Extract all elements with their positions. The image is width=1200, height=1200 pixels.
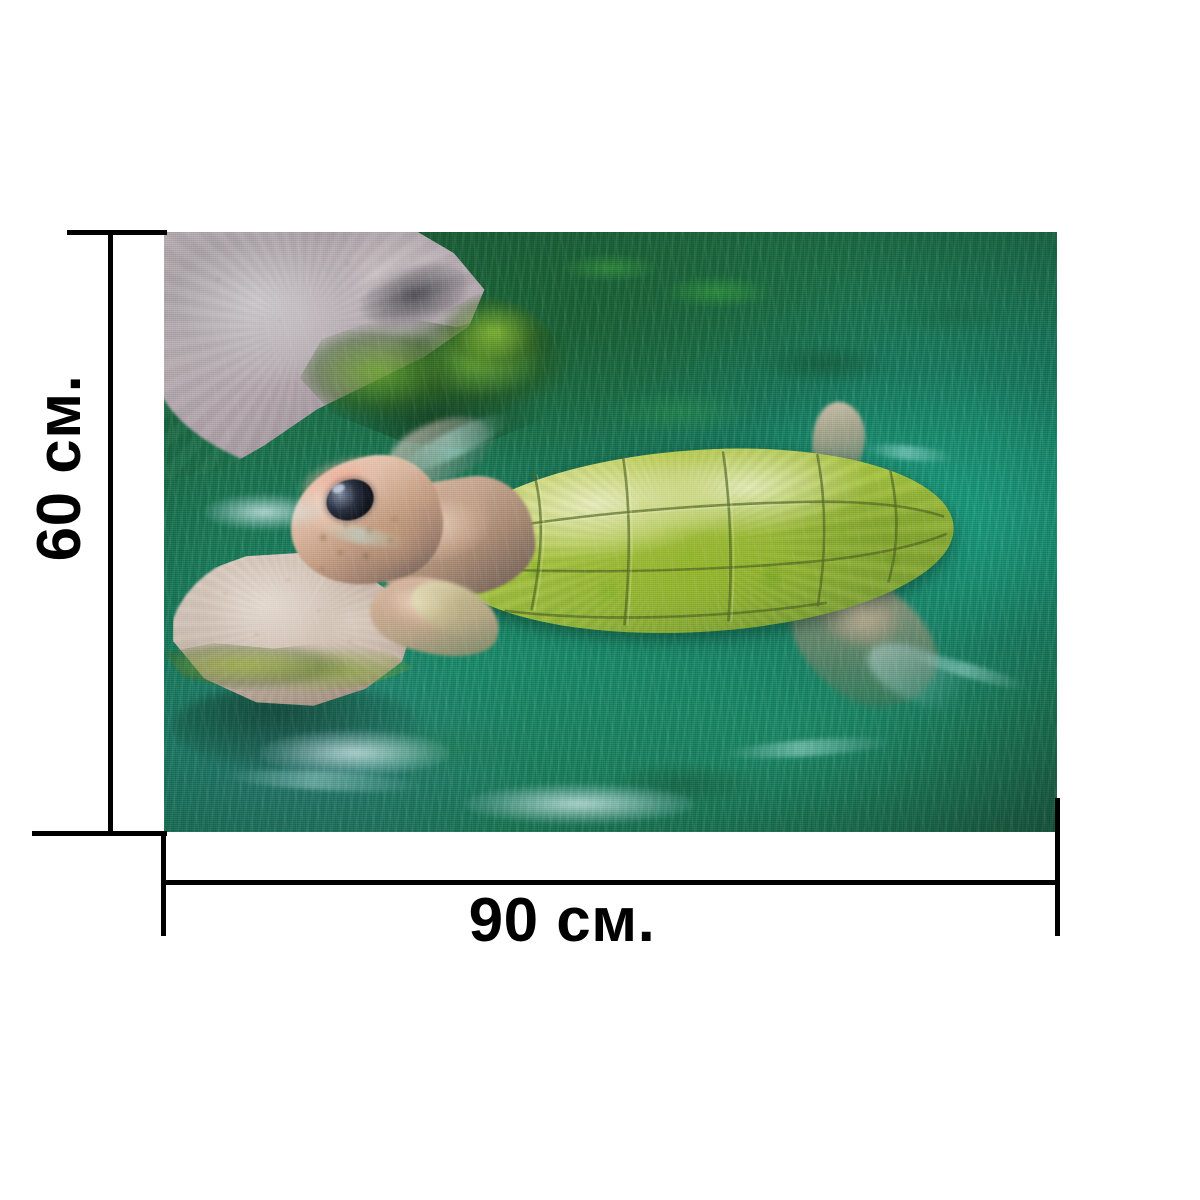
water-surface-foam xyxy=(260,730,450,776)
width-dimension-label: 90 см. xyxy=(468,886,656,955)
width-dimension-tick-right xyxy=(1055,798,1060,936)
height-dimension-tick-bottom xyxy=(32,831,167,836)
product-photo[interactable] xyxy=(164,232,1057,832)
water-surface-foam xyxy=(464,784,694,824)
height-dimension-tick-top xyxy=(67,230,167,235)
photo-grain xyxy=(164,232,1057,832)
water-surface-ripples xyxy=(164,232,1057,832)
width-dimension-tick-left xyxy=(161,836,166,936)
height-dimension-label: 60 см. xyxy=(25,374,94,562)
width-dimension-line xyxy=(163,880,1060,885)
water-surface-foam xyxy=(204,494,324,530)
photo-vignette xyxy=(164,232,1057,832)
height-dimension-line xyxy=(108,232,113,836)
